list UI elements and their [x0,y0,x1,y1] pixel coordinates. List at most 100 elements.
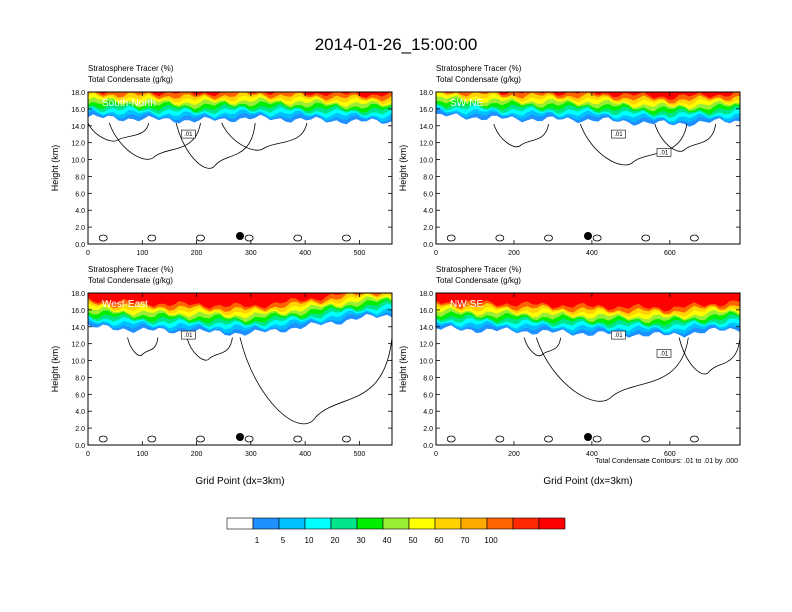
condensate-contour-low [690,234,699,242]
condensate-contour [175,122,256,169]
contour-label: .01 [614,333,623,339]
panel-title-condensate: Total Condensate (g/kg) [436,75,521,84]
y-tick-label: 12.0 [419,141,433,148]
colorbar-cell [356,517,384,530]
x-tick-label: 0 [434,250,438,257]
y-tick-label: 6.0 [423,392,433,399]
condensate-contour-low [244,435,254,443]
plot-frame [435,292,741,446]
y-tick-label: 4.0 [75,409,85,416]
contour-label-box [611,129,626,139]
y-tick-label: 18.0 [71,90,85,97]
tracer-field [436,293,740,443]
x-tick-label: 100 [136,451,148,458]
y-axis-label: Height (km) [50,145,60,192]
condensate-contours [98,337,392,443]
y-tick-label: 6.0 [75,191,85,198]
colorbar-label: 1 [255,536,260,545]
colorbar-label: 10 [305,536,314,545]
condensate-contour [678,337,740,375]
condensate-contour-low [641,234,651,242]
colorbar-label: 60 [435,536,444,545]
x-tick-label: 0 [86,451,90,458]
y-tick-label: 10.0 [71,158,85,165]
condensate-contour-low [544,435,553,443]
y-tick-label: 12.0 [71,141,85,148]
location-marker [584,433,592,441]
contour-label-box [181,330,196,340]
y-tick-label: 4.0 [423,208,433,215]
condensate-contour [186,337,233,361]
x-tick-label: 200 [191,451,203,458]
condensate-contour-low [690,435,699,443]
y-tick-label: 0.0 [423,443,433,450]
x-tick-label: 0 [86,250,90,257]
colorbar-label: 30 [357,536,366,545]
section-label: West-East [102,299,148,310]
tracer-band-100 [436,293,740,312]
colorbar-cell [330,517,358,530]
y-tick-label: 16.0 [419,107,433,114]
tracer-field [88,293,392,443]
condensate-contours [446,337,740,443]
condensate-contour-low [592,234,602,242]
condensate-contour-low [293,234,303,242]
y-axis-label: Height (km) [50,346,60,393]
tracer-band-70 [88,92,392,102]
contour-label: .01 [660,351,669,357]
location-marker [236,232,244,240]
y-tick-label: 8.0 [75,174,85,181]
y-tick-label: 2.0 [423,426,433,433]
location-marker [584,232,592,240]
contour-label-box [656,349,672,358]
y-tick-label: 14.0 [419,124,433,131]
colorbar: 1 5 10 20 30 40 50 60 70 100 [226,517,566,545]
y-tick-label: 16.0 [419,308,433,315]
x-tick-label: 400 [299,451,311,458]
y-tick-label: 2.0 [75,426,85,433]
tracer-band-100 [88,293,392,309]
x-tick-label: 400 [586,250,598,257]
condensate-contour-low [446,234,456,242]
y-tick-label: 0.0 [75,242,85,249]
condensate-contour-low [196,435,205,443]
colorbar-label: 100 [484,536,498,545]
y-tick-label: 4.0 [423,409,433,416]
condensate-contour [580,123,688,166]
condensate-contour [654,123,717,152]
plot-frame [87,91,393,245]
tracer-band-100 [436,92,740,100]
condensate-contour-low [641,435,651,443]
panel-title-tracer: Stratosphere Tracer (%) [436,64,522,73]
section-label: South-North [102,98,156,109]
condensate-contour [127,337,159,356]
x-tick-label: 200 [191,250,203,257]
section-label: NW-SE [450,299,483,310]
y-tick-label: 2.0 [75,225,85,232]
contour-label-box [611,330,626,340]
panel-title-condensate: Total Condensate (g/kg) [88,276,173,285]
x-tick-label: 300 [245,250,257,257]
condensate-contour [535,337,689,402]
contour-label: .01 [660,150,669,156]
y-tick-label: 6.0 [75,392,85,399]
x-axis-label: Grid Point (dx=3km) [543,476,632,487]
y-axis-label: Height (km) [398,346,408,393]
condensate-contour [523,337,562,357]
y-tick-label: 10.0 [419,359,433,366]
colorbar-label: 5 [281,536,286,545]
colorbar-label: 40 [383,536,392,545]
contour-label: .01 [184,333,193,339]
colorbar-cell [408,517,436,530]
colorbar-cell [278,517,306,530]
y-tick-label: 8.0 [423,174,433,181]
y-tick-label: 8.0 [423,375,433,382]
colorbar-cell [304,517,332,530]
y-tick-label: 14.0 [71,325,85,332]
condensate-contour-low [495,234,505,242]
y-tick-label: 14.0 [71,124,85,131]
condensate-contours [88,122,351,242]
y-tick-label: 14.0 [419,325,433,332]
panel-title-tracer: Stratosphere Tracer (%) [436,265,522,274]
